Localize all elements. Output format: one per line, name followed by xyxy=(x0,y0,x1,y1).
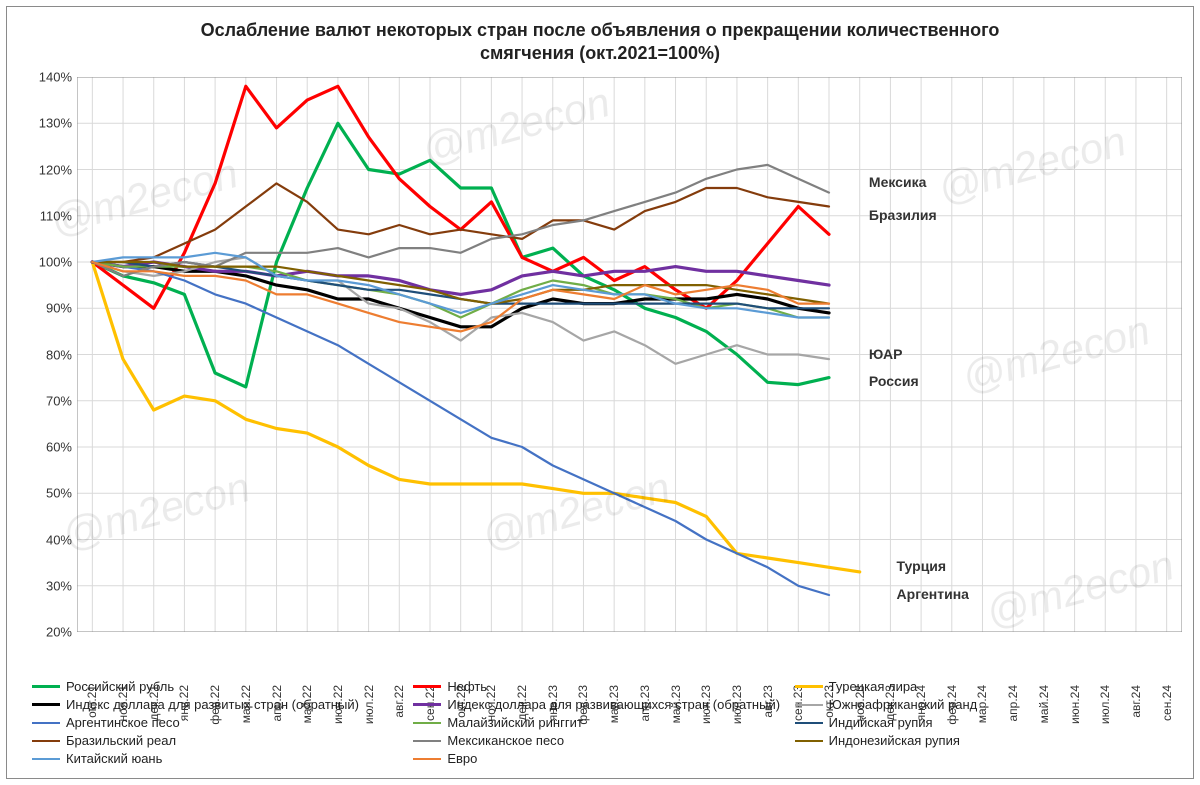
y-tick-label: 80% xyxy=(46,347,72,362)
chart-title-line1: Ослабление валют некоторых стран после о… xyxy=(201,20,1000,40)
legend-label: Малайзийский ринггит xyxy=(447,715,582,730)
legend-swatch xyxy=(413,758,441,760)
legend-item: Китайский юань xyxy=(32,751,405,766)
legend-label: Евро xyxy=(447,751,477,766)
legend-label: Турецкая лира xyxy=(829,679,918,694)
legend: Российский рубль Нефть Турецкая лира Индекс… xyxy=(32,679,1168,766)
legend-swatch xyxy=(413,685,441,688)
legend-item: Нефть xyxy=(413,679,786,694)
legend-label: Индонезийская рупия xyxy=(829,733,960,748)
legend-swatch xyxy=(795,704,823,706)
legend-swatch xyxy=(32,703,60,706)
legend-item: Индийская рупия xyxy=(795,715,1168,730)
y-tick-label: 40% xyxy=(46,532,72,547)
legend-label: Индекс доллара для развитых стран (обрат… xyxy=(66,697,359,712)
series-annotation: Бразилия xyxy=(869,207,937,223)
y-tick-label: 100% xyxy=(39,255,72,270)
legend-item: Малайзийский ринггит xyxy=(413,715,786,730)
legend-label: Южноафриканский ранд xyxy=(829,697,978,712)
legend-swatch xyxy=(795,722,823,724)
legend-swatch xyxy=(32,685,60,688)
legend-label: Китайский юань xyxy=(66,751,162,766)
chart-title: Ослабление валют некоторых стран после о… xyxy=(7,19,1193,64)
legend-item: Мексиканское песо xyxy=(413,733,786,748)
y-tick-label: 30% xyxy=(46,578,72,593)
y-tick-label: 90% xyxy=(46,301,72,316)
legend-swatch xyxy=(413,740,441,742)
y-axis-labels: 20%30%40%50%60%70%80%90%100%110%120%130%… xyxy=(32,77,72,632)
legend-item: Турецкая лира xyxy=(795,679,1168,694)
chart-title-line2: смягчения (окт.2021=100%) xyxy=(480,43,720,63)
series-annotation: Мексика xyxy=(869,174,926,190)
series-annotation: ЮАР xyxy=(869,346,903,362)
legend-swatch xyxy=(413,703,441,706)
legend-label: Индекс доллара для развивающихся стран (… xyxy=(447,697,780,712)
legend-swatch xyxy=(32,722,60,724)
y-tick-label: 70% xyxy=(46,393,72,408)
series-annotation: Россия xyxy=(869,373,919,389)
legend-item: Аргентинское песо xyxy=(32,715,405,730)
legend-swatch xyxy=(32,740,60,742)
legend-item: Российский рубль xyxy=(32,679,405,694)
y-tick-label: 140% xyxy=(39,70,72,85)
series-annotation: Аргентина xyxy=(897,586,969,602)
legend-item: Индонезийская рупия xyxy=(795,733,1168,748)
legend-item: Индекс доллара для развивающихся стран (… xyxy=(413,697,786,712)
y-tick-label: 110% xyxy=(40,208,72,223)
y-tick-label: 50% xyxy=(46,486,72,501)
legend-swatch xyxy=(795,685,823,688)
y-tick-label: 120% xyxy=(39,162,72,177)
legend-label: Российский рубль xyxy=(66,679,174,694)
y-tick-label: 60% xyxy=(46,440,72,455)
chart-frame: Ослабление валют некоторых стран после о… xyxy=(6,6,1194,779)
legend-item: Индекс доллара для развитых стран (обрат… xyxy=(32,697,405,712)
series-annotation: Турция xyxy=(897,558,947,574)
legend-label: Мексиканское песо xyxy=(447,733,564,748)
y-tick-label: 20% xyxy=(46,625,72,640)
legend-label: Индийская рупия xyxy=(829,715,933,730)
legend-item: Южноафриканский ранд xyxy=(795,697,1168,712)
y-tick-label: 130% xyxy=(39,116,72,131)
legend-item: Бразильский реал xyxy=(32,733,405,748)
legend-swatch xyxy=(795,740,823,742)
legend-label: Нефть xyxy=(447,679,487,694)
plot-area: Мексика Бразилия ЮАР Россия Турция Аргентина xyxy=(77,77,1182,632)
legend-swatch xyxy=(32,758,60,760)
legend-label: Аргентинское песо xyxy=(66,715,180,730)
legend-label: Бразильский реал xyxy=(66,733,176,748)
chart-svg xyxy=(77,77,1182,632)
legend-item: Евро xyxy=(413,751,786,766)
legend-swatch xyxy=(413,722,441,724)
